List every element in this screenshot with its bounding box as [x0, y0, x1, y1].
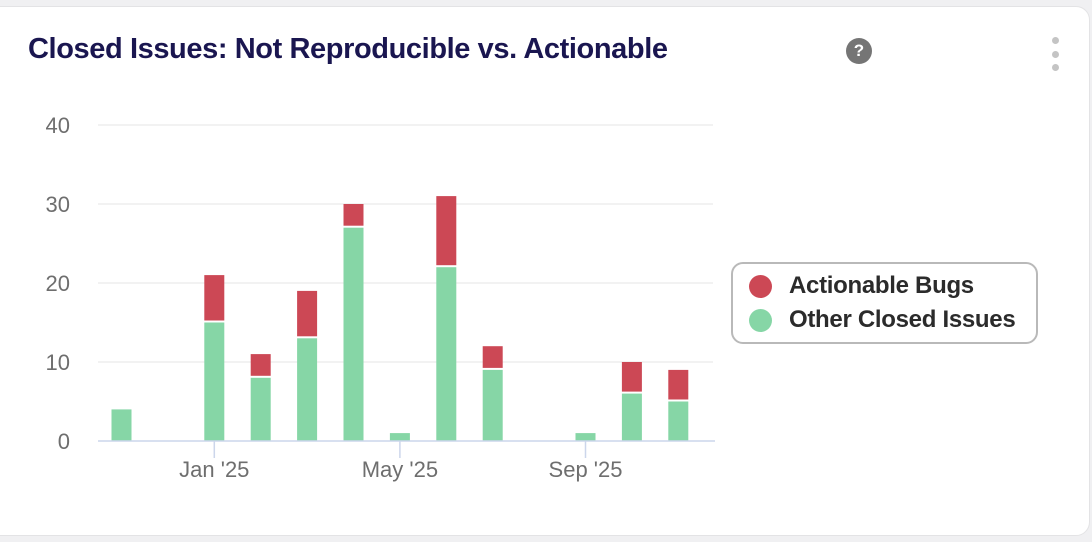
bar-segment-jul-25-other-closed-issues[interactable] [482, 369, 503, 441]
bar-segment-feb-25-other-closed-issues[interactable] [250, 377, 271, 441]
bar-segment-nov-25-actionable-bugs[interactable] [668, 369, 689, 400]
kebab-dot-icon [1051, 50, 1059, 58]
bar-segment-oct-25-other-closed-issues[interactable] [621, 393, 642, 441]
y-axis-label: 30 [46, 192, 70, 217]
legend-swatch-other-closed-issues [749, 308, 772, 332]
legend-label: Actionable Bugs [789, 272, 974, 299]
bar-segment-feb-25-actionable-bugs[interactable] [250, 354, 271, 376]
bar-segment-may-25-other-closed-issues[interactable] [389, 433, 410, 441]
legend-swatch-actionable-bugs [749, 274, 772, 298]
y-axis-label: 0 [58, 429, 70, 454]
chart-svg: 0 10 20 30 40 Jan '25 May '25 Sep '25 [46, 113, 715, 482]
bar-segment-jun-25-actionable-bugs[interactable] [436, 196, 457, 266]
kebab-dot-icon [1051, 64, 1059, 71]
bar-segment-oct-25-actionable-bugs[interactable] [621, 362, 642, 392]
bar-segment-jan-25-other-closed-issues[interactable] [204, 322, 225, 442]
bar-segment-nov-25-other-closed-issues[interactable] [668, 401, 689, 442]
legend-label: Other Closed Issues [789, 306, 1016, 333]
y-axis-label: 40 [46, 113, 70, 138]
bar-segment-sep-25-other-closed-issues[interactable] [575, 433, 596, 441]
bar-segment-nov-24-other-closed-issues[interactable] [111, 409, 132, 441]
help-button[interactable]: ? [846, 38, 872, 64]
x-axis-label: May '25 [362, 457, 438, 482]
legend-item-actionable-bugs[interactable]: Actionable Bugs [749, 272, 1036, 300]
chart-title: Closed Issues: Not Reproducible vs. Acti… [28, 33, 668, 65]
bar-segment-jan-25-actionable-bugs[interactable] [204, 275, 225, 321]
question-mark-icon: ? [853, 41, 865, 60]
kebab-dot-icon [1051, 37, 1059, 44]
bar-segment-apr-25-actionable-bugs[interactable] [343, 204, 364, 226]
y-axis-label: 20 [46, 271, 70, 296]
bar-segment-jun-25-other-closed-issues[interactable] [436, 267, 457, 441]
bar-segment-apr-25-other-closed-issues[interactable] [343, 227, 364, 441]
bar-segment-jul-25-actionable-bugs[interactable] [482, 346, 503, 368]
kebab-menu-button[interactable] [1048, 37, 1062, 71]
chart-legend: Actionable Bugs Other Closed Issues [731, 262, 1038, 344]
legend-item-other-closed-issues[interactable]: Other Closed Issues [749, 306, 1036, 334]
bar-segment-mar-25-actionable-bugs[interactable] [297, 290, 318, 337]
x-axis-label: Sep '25 [549, 457, 623, 482]
bar-segment-mar-25-other-closed-issues[interactable] [297, 338, 318, 441]
y-axis-label: 10 [46, 350, 70, 375]
x-axis-label: Jan '25 [179, 457, 249, 482]
